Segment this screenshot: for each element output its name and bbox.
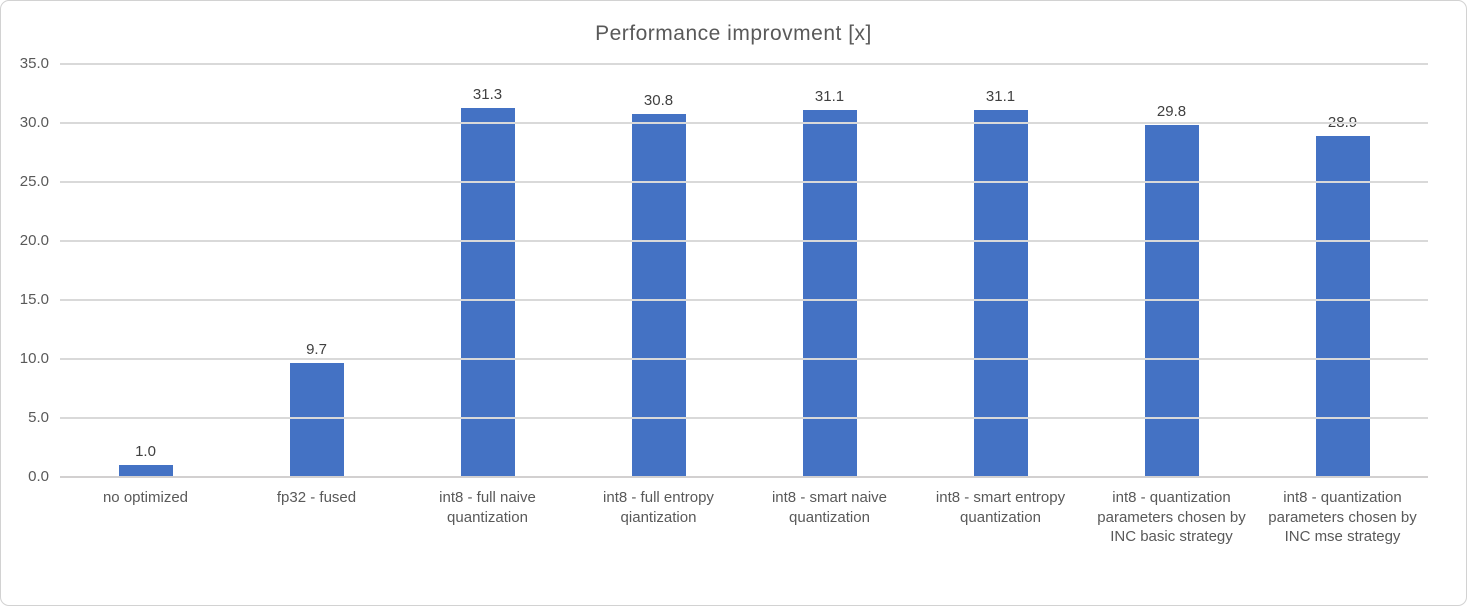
bar <box>1315 135 1370 477</box>
x-axis: no optimized fp32 - fused int8 - full naiv… <box>60 488 1428 547</box>
y-axis: 0.0 5.0 10.0 15.0 20.0 25.0 30.0 35.0 <box>7 56 49 485</box>
gridline <box>60 240 1428 243</box>
bar-value-label: 30.8 <box>643 91 674 109</box>
bar <box>460 107 515 477</box>
gridline <box>60 417 1428 420</box>
bar-column: 1.0 <box>60 64 231 477</box>
gridline <box>60 122 1428 124</box>
bar-value-label: 31.1 <box>985 88 1016 106</box>
bar-value-label: 31.1 <box>814 88 845 106</box>
bar <box>289 362 344 477</box>
bar-value-label: 29.8 <box>1156 103 1187 121</box>
x-category-label: int8 - quantization parameters chosen by… <box>1097 489 1246 545</box>
bar-column: 31.3 <box>402 64 573 477</box>
x-axis-line <box>60 476 1428 478</box>
bar <box>802 110 857 477</box>
x-category-label: int8 - quantization parameters chosen by… <box>1268 489 1417 545</box>
bar <box>631 113 686 477</box>
gridline <box>60 181 1428 183</box>
y-tick-label: 5.0 <box>28 409 49 427</box>
bar-column: 31.1 <box>744 64 915 477</box>
bar-column: 9.7 <box>231 64 402 477</box>
bar <box>1144 125 1199 477</box>
y-tick-label: 35.0 <box>19 55 49 72</box>
y-tick-label: 15.0 <box>19 291 49 308</box>
y-tick-label: 0.0 <box>28 468 49 485</box>
bar-value-label: 31.3 <box>472 85 503 103</box>
x-category-label: fp32 - fused <box>276 489 357 506</box>
bar-column: 31.1 <box>915 64 1086 477</box>
chart-title: Performance improvment [x] <box>595 22 872 45</box>
x-category-label: int8 - smart naive quantization <box>771 489 888 526</box>
plot-area: 1.0 9.7 31.3 30.8 31.1 31.1 29.8 28.9 <box>60 63 1428 478</box>
bar-column: 29.8 <box>1086 64 1257 477</box>
gridline <box>60 299 1428 301</box>
bar-value-label: 1.0 <box>135 443 156 461</box>
x-category-label: int8 - smart entropy quantization <box>935 489 1066 526</box>
gridline <box>60 63 1428 65</box>
y-tick-label: 25.0 <box>19 173 49 190</box>
y-tick-label: 20.0 <box>19 232 49 250</box>
bar <box>973 110 1028 477</box>
bar <box>118 465 173 477</box>
bars-row: 1.0 9.7 31.3 30.8 31.1 31.1 29.8 28.9 <box>60 64 1428 477</box>
x-category-label: int8 - full entropy qiantization <box>603 489 714 526</box>
bar-column: 28.9 <box>1257 64 1428 477</box>
y-tick-label: 10.0 <box>19 350 49 368</box>
gridline <box>60 358 1428 361</box>
bar-column: 30.8 <box>573 64 744 477</box>
x-category-label: no optimized <box>102 489 189 506</box>
x-category-label: int8 - full naive quantization <box>439 489 536 526</box>
y-tick-label: 30.0 <box>19 114 49 131</box>
bar-value-label: 9.7 <box>306 340 327 358</box>
